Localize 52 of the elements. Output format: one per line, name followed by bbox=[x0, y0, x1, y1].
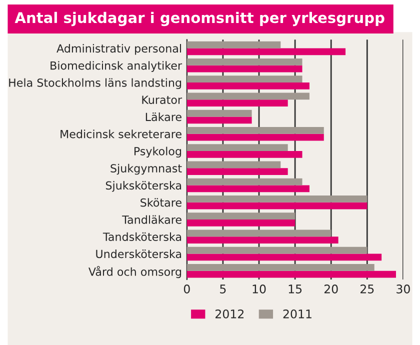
bar bbox=[186, 178, 302, 186]
bar bbox=[186, 76, 302, 82]
chart-title: Antal sjukdagar i genomsnitt per yrkesgrupp bbox=[14, 12, 384, 26]
y-tick-label: Administrativ personal bbox=[56, 44, 181, 55]
bar bbox=[186, 185, 310, 192]
y-tick-label: Tandsköterska bbox=[102, 232, 182, 242]
bar bbox=[186, 254, 382, 261]
bar bbox=[186, 127, 324, 134]
bar bbox=[186, 212, 296, 220]
bar bbox=[186, 48, 346, 56]
x-tick-label: 20 bbox=[324, 284, 338, 294]
bar bbox=[186, 100, 288, 106]
x-tick-label: 0 bbox=[184, 284, 190, 294]
bar bbox=[186, 134, 324, 141]
y-tick-label: Biomedicinsk analytiker bbox=[50, 61, 182, 72]
x-tick-label: 15 bbox=[288, 284, 302, 294]
bar bbox=[186, 220, 296, 226]
x-tick-label: 30 bbox=[396, 284, 410, 294]
bar bbox=[186, 116, 252, 124]
y-tick-label: Psykolog bbox=[134, 146, 182, 158]
bar bbox=[186, 41, 281, 48]
bar bbox=[186, 230, 332, 237]
bar bbox=[186, 58, 302, 66]
legend-label: 2011 bbox=[283, 309, 312, 318]
bar bbox=[186, 196, 368, 202]
bar bbox=[186, 168, 288, 175]
bar bbox=[186, 110, 252, 117]
y-tick-label: Skötare bbox=[140, 198, 182, 207]
y-tick-label: Sjukgymnast bbox=[110, 164, 182, 175]
bar bbox=[186, 92, 310, 100]
bar bbox=[186, 236, 338, 244]
y-tick-label: Undersköterska bbox=[96, 250, 182, 258]
bar bbox=[186, 82, 310, 90]
bar bbox=[186, 264, 374, 271]
x-tick-label: 5 bbox=[220, 284, 226, 294]
y-tick-label: Sjuksköterska bbox=[106, 181, 182, 192]
bar bbox=[186, 65, 302, 72]
y-tick-label: Kurator bbox=[142, 96, 182, 104]
bar bbox=[186, 161, 281, 168]
x-tick-label: 25 bbox=[360, 284, 374, 294]
y-tick-label: Medicinsk sekreterare bbox=[60, 130, 182, 138]
y-tick-label: Hela Stockholms läns landsting bbox=[9, 78, 182, 90]
bar bbox=[186, 270, 396, 278]
y-tick-label: Vård och omsorg bbox=[88, 266, 182, 278]
y-tick-label: Läkare bbox=[146, 112, 182, 122]
x-tick-label: 10 bbox=[252, 284, 266, 294]
bar bbox=[186, 202, 368, 210]
bar bbox=[186, 151, 302, 158]
y-tick-label: Tandläkare bbox=[122, 215, 182, 224]
bar bbox=[186, 144, 288, 151]
bar bbox=[186, 246, 368, 254]
legend-label: 2012 bbox=[216, 309, 244, 318]
